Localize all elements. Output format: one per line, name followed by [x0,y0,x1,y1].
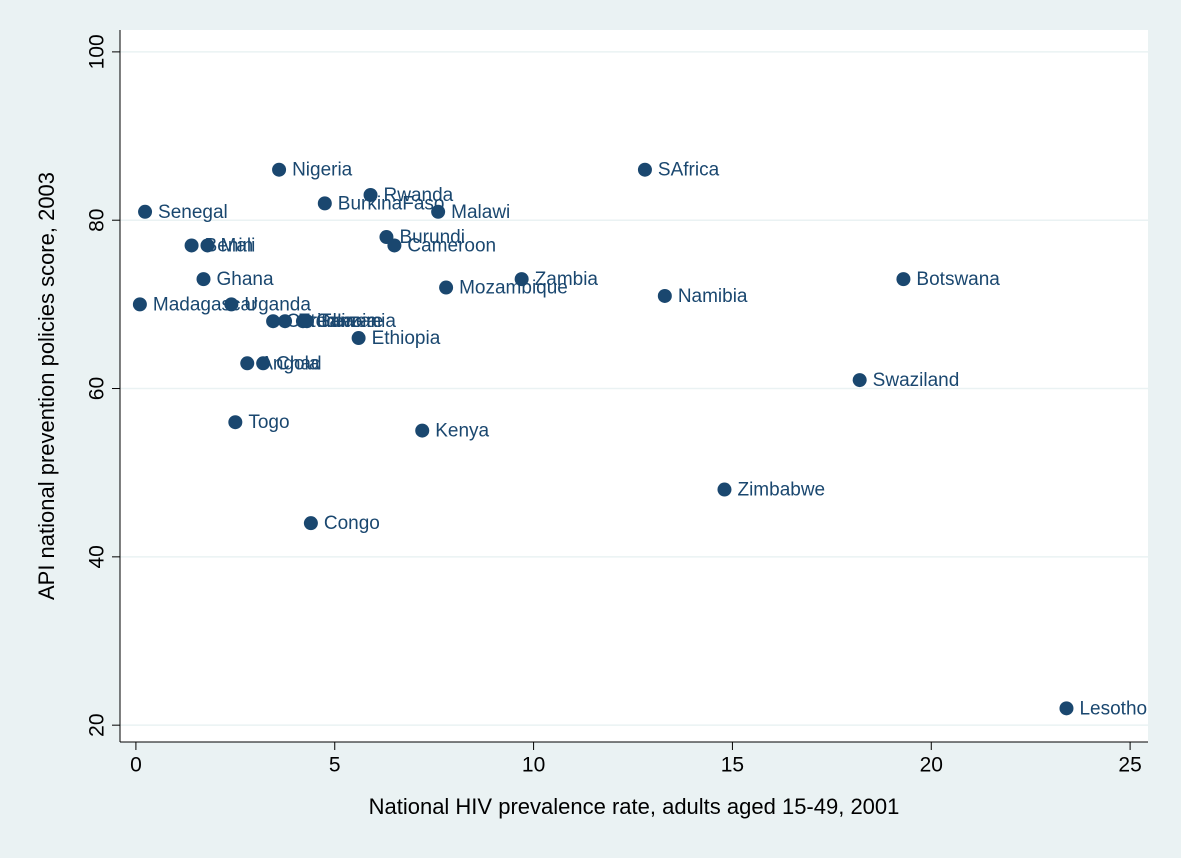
point-label: Benin [205,235,254,256]
point [439,280,454,295]
x-tick-label: 20 [920,754,943,777]
x-tick-label: 15 [721,754,744,777]
point-label: Lesotho [1079,698,1147,719]
point [896,272,911,287]
point-label: Malawi [451,202,510,223]
point-label: Guinea [316,311,378,332]
point [1059,701,1074,716]
point-label: Senegal [158,202,228,223]
point-label: Togo [248,412,289,433]
point [657,288,672,303]
point-label: Nigeria [292,160,353,181]
point-label: Ghana [217,269,274,290]
point-label: Angola [260,353,320,374]
x-tick-label: 10 [522,754,545,777]
x-tick-label: 5 [329,754,341,777]
point [240,356,255,371]
point [200,238,215,253]
point [278,314,293,329]
point-label: Burundi [399,227,465,248]
point-label: Zambia [535,269,599,290]
y-tick-label: 80 [86,209,109,232]
point [387,238,402,253]
point-label: Mali [220,235,255,256]
point-label: Chad [276,353,321,374]
point [637,162,652,177]
point-label: Namibia [678,286,748,307]
y-tick-label: 100 [86,34,109,69]
y-axis-title: API national prevention policies score, … [34,172,59,600]
point [256,356,271,371]
y-tick-label: 20 [86,713,109,736]
point [717,482,732,497]
y-tick-label: 60 [86,377,109,400]
point [196,272,211,287]
point [132,297,147,312]
point-label: Tanzania [320,311,396,332]
point-label: BurkinaFaso [338,193,445,214]
point-label: Uganda [244,294,311,315]
point [224,297,239,312]
point [415,423,430,438]
point-label: Eritrea [298,311,354,332]
point-label: Congo [324,513,380,534]
point-label: Swaziland [873,370,960,391]
point-label: SAfrica [658,160,720,181]
point [317,196,332,211]
point [514,272,529,287]
point [184,238,199,253]
point [266,314,281,329]
point [303,516,318,531]
point [363,187,378,202]
point-label: Zimbabwe [737,480,825,501]
point-label: Mozambique [459,278,568,299]
point-label: Rwanda [384,185,454,206]
point-label: Botswana [916,269,1000,290]
point [299,314,314,329]
point [431,204,446,219]
point-label: Madagascar [153,294,258,315]
x-tick-label: 25 [1118,754,1141,777]
point [228,415,243,430]
point [852,373,867,388]
plot-area [120,30,1148,742]
x-tick-label: 0 [130,754,142,777]
x-axis-title: National HIV prevalence rate, adults age… [369,794,900,819]
y-tick-label: 40 [86,545,109,568]
point-label: Cameroon [407,235,496,256]
point [272,162,287,177]
point-label: Ethiopia [372,328,441,349]
point [351,331,366,346]
point-label: Kenya [435,421,489,442]
point [138,204,153,219]
